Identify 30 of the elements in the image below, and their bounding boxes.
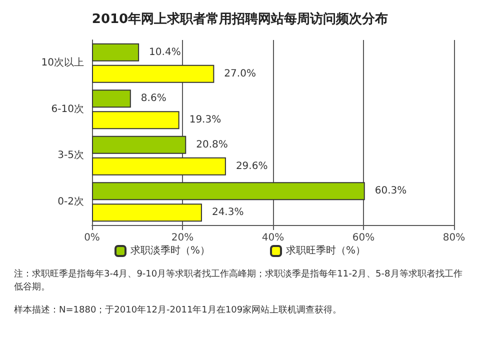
text: 样本描述：N=1880；于2010年12月-2011年1月在109家网站上联机调查获得。: [14, 304, 342, 316]
x-tick-label: 60%: [352, 232, 375, 244]
bar: [92, 204, 202, 222]
bar: [92, 64, 214, 83]
data-label: 27.0%: [224, 68, 256, 80]
data-label: 60.3%: [374, 186, 407, 197]
chart-title: 2010年网上求职者常用招聘网站每周访问频次分布: [92, 11, 388, 27]
x-tick-label: 20%: [171, 232, 194, 244]
data-label: 20.8%: [196, 139, 228, 150]
bar: [92, 182, 365, 200]
y-tick-label: 3-5次: [58, 150, 84, 162]
x-tick-label: 40%: [262, 232, 284, 244]
legend-label: 求职淡季时（%）: [130, 244, 210, 256]
data-label: 29.6%: [236, 160, 268, 172]
y-tick-label: 6-10次: [51, 104, 84, 115]
bar: [92, 136, 186, 154]
bar: [92, 111, 180, 130]
bar: [92, 90, 131, 108]
bar: [92, 157, 226, 176]
data-label: 8.6%: [140, 93, 166, 104]
data-label: 24.3%: [212, 207, 244, 218]
data-label: 19.3%: [189, 114, 222, 126]
x-tick-label: 0%: [84, 232, 100, 244]
bar: [92, 43, 140, 62]
x-tick-label: 80%: [442, 232, 466, 244]
y-tick-label: 0-2次: [58, 196, 84, 208]
text: 注：求职旺季是指每年3-4月、9-10月等求职者找工作高峰期；求职淡季是指每年11-2月、5-8月等求职者找工作低谷期。: [14, 268, 462, 292]
legend-label: 求职旺季时（%）: [286, 244, 366, 256]
y-tick-label: 10次以上: [41, 56, 84, 69]
data-label: 10.4%: [149, 46, 181, 58]
